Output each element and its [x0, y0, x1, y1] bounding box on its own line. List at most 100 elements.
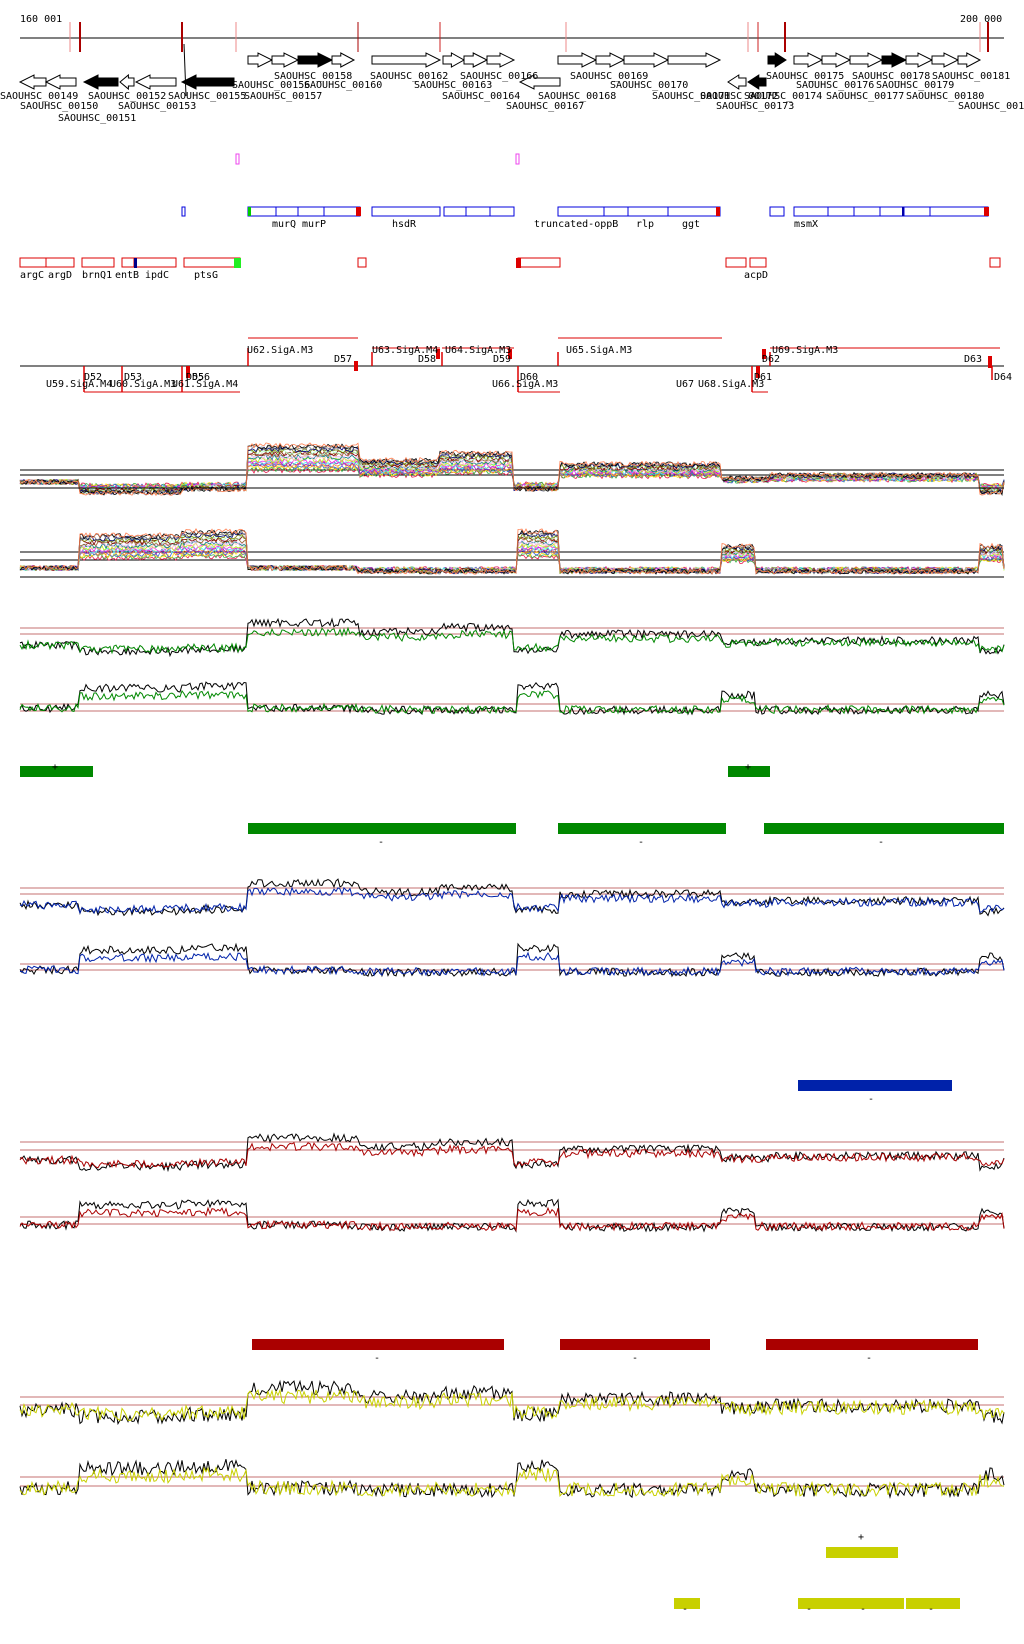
segment-bar: [728, 766, 770, 777]
sample-trace: [19, 689, 1005, 715]
gene-arrow: [767, 52, 787, 68]
terminator-label: D57: [334, 354, 352, 365]
tu-end-marker: [756, 366, 760, 378]
gene-label: SAOUHSC_00173: [716, 101, 794, 112]
start-marker: [234, 258, 241, 268]
segment-bar: [906, 1598, 960, 1609]
segment-sign: -: [868, 1094, 874, 1105]
control-trace: [19, 1132, 1005, 1173]
control-trace: [19, 878, 1005, 917]
expression-signal-tracks: [19, 442, 1005, 1499]
gene-label: SAOUHSC_00172: [700, 91, 778, 102]
gene-label: SAOUHSC_00176: [796, 80, 874, 91]
sample-trace: [19, 886, 1005, 915]
operon-label: acpD: [744, 270, 768, 281]
tu-end-marker: [508, 349, 512, 359]
gene-arrow: [793, 52, 824, 68]
gene-label: SAOUHSC_00178: [852, 71, 930, 82]
segment-sign-labels: + + - - - - - - - + - - - -: [52, 762, 934, 1615]
coordinate-ruler: 160 001 200 000: [20, 14, 1004, 52]
segment-bar: [674, 1598, 700, 1609]
gene-arrow: [331, 52, 356, 68]
mark: [134, 258, 137, 268]
segment-bar: [20, 766, 93, 777]
terminator-label: D55: [186, 372, 204, 383]
gene-arrow: [180, 74, 235, 90]
gene-label: SAOUHSC_00155: [168, 91, 246, 102]
segment-sign: +: [52, 762, 58, 773]
red-operon-labels: argC argD brnQ1 entB ipdC ptsG acpD: [20, 270, 768, 281]
gene-label: SAOUHSC_00175: [766, 71, 844, 82]
operon-label: ggt: [682, 219, 700, 230]
promoter-label: U61.SigA.M4: [172, 379, 238, 390]
gene-arrow: [518, 74, 561, 90]
end-marker: [716, 207, 720, 216]
red-operon-box: [19, 257, 75, 268]
terminator-labels: D52 D53 D55 D56 D57 D58 D59 D60 D61 D62 …: [84, 354, 1012, 383]
blue-operon-box: [247, 206, 361, 217]
operon-label: argC: [20, 270, 44, 281]
blue-operon-box: [443, 206, 515, 217]
segment-sign: -: [682, 1604, 688, 1615]
gene-arrow: [595, 52, 626, 68]
operon-label: rlp: [636, 219, 654, 230]
gene-label: SAOUHSC_00160: [304, 80, 382, 91]
gene-labels-track: SAOUHSC_00149 SAOUHSC_00150 SAOUHSC_0015…: [0, 71, 1024, 124]
gene-label: SAOUHSC_00179: [876, 80, 954, 91]
terminator-label: D62: [762, 354, 780, 365]
ruler-end-label: 200 000: [960, 14, 1002, 25]
red-operon-box: [183, 257, 241, 268]
operon-label: ptsG: [194, 270, 218, 281]
tu-end-marker: [762, 349, 766, 359]
terminator-label: D60: [520, 372, 538, 383]
segment-sign: +: [858, 1532, 864, 1543]
gene-arrow: [881, 52, 908, 68]
gene-label: SAOUHSC_00157: [244, 91, 322, 102]
gene-label: SAOUHSC_00164: [442, 91, 520, 102]
segment-bar: [798, 1080, 952, 1091]
sample-trace: [19, 1388, 1005, 1422]
gene-arrow: [463, 52, 489, 68]
control-trace: [19, 1459, 1005, 1499]
segment-sign: -: [374, 1353, 380, 1364]
red-operon-box: [357, 257, 367, 268]
gene-arrow: [486, 52, 516, 68]
terminator-label: D56: [192, 372, 210, 383]
gene-arrow: [82, 74, 119, 90]
terminator-label: D58: [418, 354, 436, 365]
sample-trace: [19, 951, 1005, 977]
gene-label: SAOUHSC_00181: [932, 71, 1010, 82]
gene-arrow: [727, 74, 747, 90]
segment-bar: [798, 1598, 822, 1609]
gene-arrow: [905, 52, 934, 68]
gene-label: SAOUHSC_00174: [744, 91, 822, 102]
segment-sign: +: [745, 762, 751, 773]
gene-arrow: [747, 74, 767, 90]
segment-bar: [560, 1339, 710, 1350]
gene-arrow: [247, 52, 274, 68]
control-trace: [19, 681, 1005, 716]
gene-boundary: [183, 43, 187, 97]
promoter-labels: U62.SigA.M3 U63.SigA.M4 U64.SigA.M3 U65.…: [46, 345, 838, 390]
gene-arrow: [271, 52, 300, 68]
promoter-label: U62.SigA.M3: [247, 345, 313, 356]
terminator-label: D61: [754, 372, 772, 383]
gene-label: SAOUHSC_00167: [506, 101, 584, 112]
gene-label: SAOUHSC_00156: [232, 80, 310, 91]
start-marker: [248, 207, 251, 216]
tu-end-marker: [354, 361, 358, 371]
terminator-label: D53: [124, 372, 142, 383]
gene-label: SAOUHSC_00150: [20, 101, 98, 112]
control-trace: [19, 1198, 1005, 1233]
control-trace: [19, 1379, 1005, 1426]
promoter-label: U64.SigA.M3: [445, 345, 511, 356]
gene-arrow: [849, 52, 884, 68]
multi-sample-trace-reverse: [19, 528, 1005, 575]
sample-trace: [19, 1206, 1005, 1232]
tu-end-marker: [436, 349, 440, 359]
operon-label: hsdR: [392, 219, 417, 230]
terminator-label: D64: [994, 372, 1012, 383]
operon-label: brnQ1: [82, 270, 112, 281]
gene-arrows-track: [18, 43, 982, 97]
